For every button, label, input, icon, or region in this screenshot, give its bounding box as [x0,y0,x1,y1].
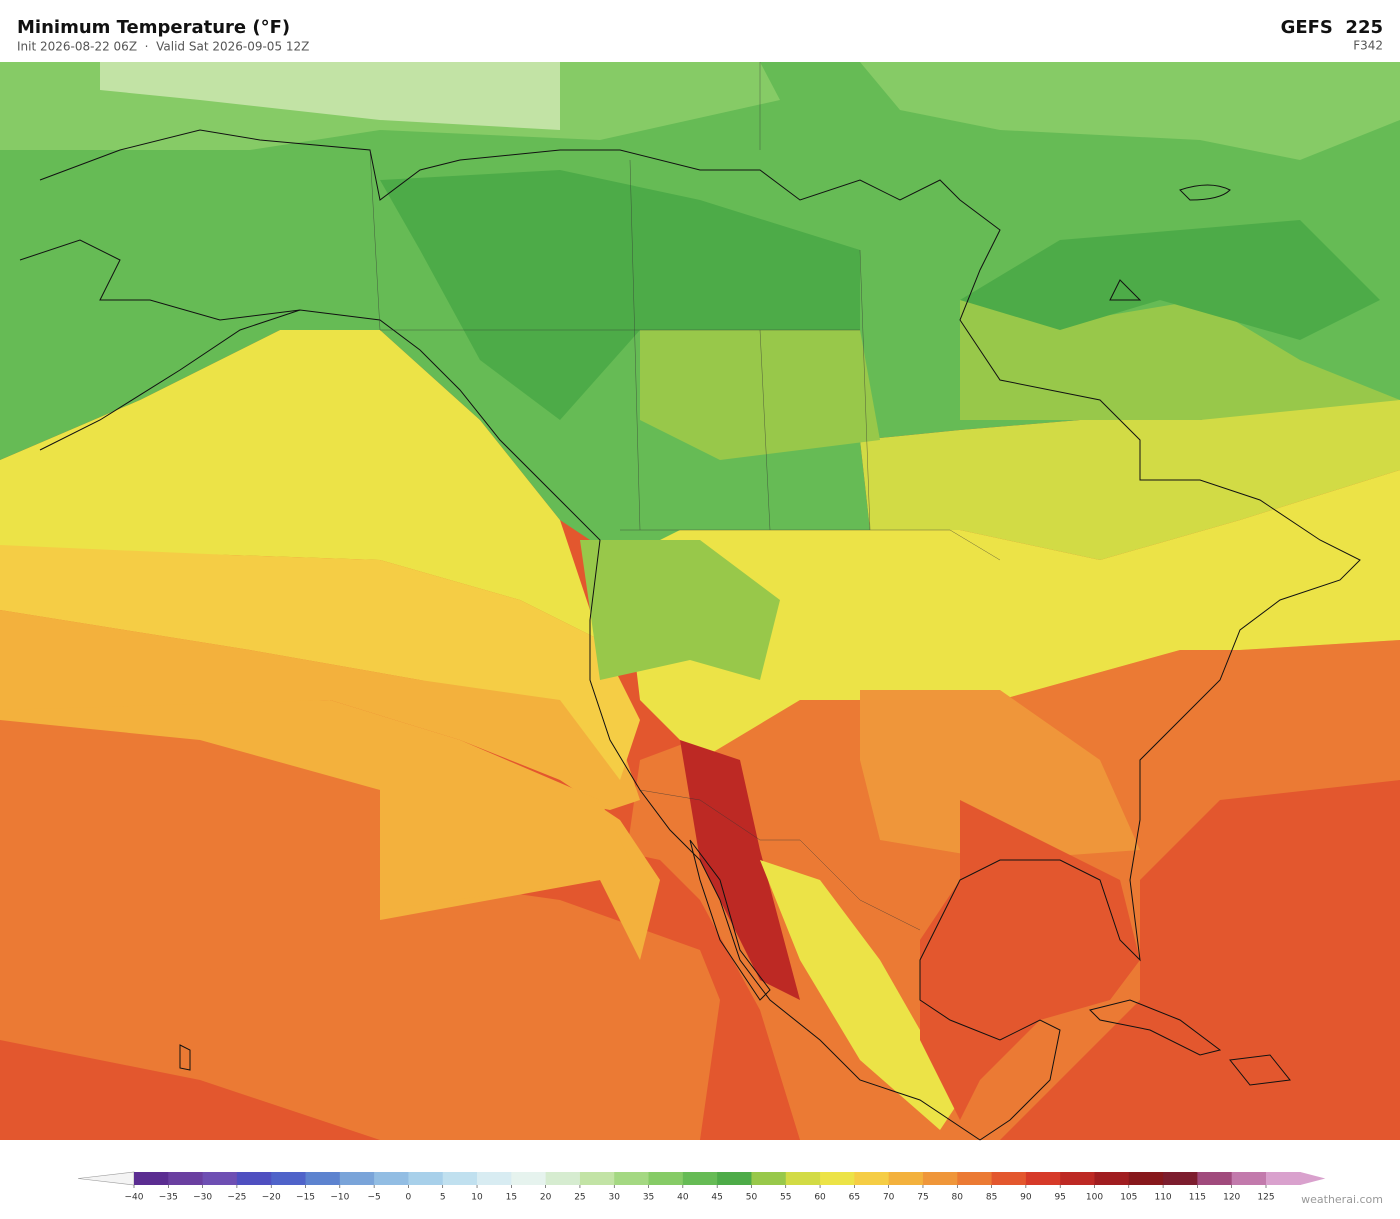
colorbar-bin [1197,1172,1233,1185]
colorbar-tick-label: 45 [711,1193,722,1203]
colorbar-bin [408,1172,444,1185]
colorbar-bin [134,1172,169,1185]
colorbar-bin [785,1172,821,1185]
field-zone [860,400,1400,560]
colorbar-tick-label: 80 [952,1193,964,1203]
colorbar-tick-label: −5 [367,1193,380,1203]
colorbar-tick-label: 110 [1154,1193,1171,1203]
watermark: weatherai.com [1301,1193,1383,1206]
colorbar-bin [717,1172,752,1185]
colorbar-tick-label: 85 [986,1193,997,1203]
colorbar-tick-label: −10 [330,1193,349,1203]
field-zone [380,170,860,420]
colorbar-bin [1060,1172,1095,1185]
field-zone [0,700,640,910]
colorbar-bin [1163,1172,1198,1185]
field-zone [760,860,960,1130]
colorbar-bin [236,1172,272,1185]
colorbar-bin [339,1172,375,1185]
colorbar-tick-label: 30 [609,1193,621,1203]
colorbar-tick-label: 0 [406,1193,412,1203]
colorbar-tick-label: 55 [780,1193,791,1203]
colorbar-bin [820,1172,855,1185]
colorbar-bin [1266,1172,1301,1185]
colorbar-tick-label: 105 [1120,1193,1137,1203]
field-zone [0,330,600,640]
field-zone [860,690,1140,860]
field-zone [960,220,1380,340]
colorbar-bin [614,1172,650,1185]
colorbar-bin [751,1172,787,1185]
colorbar-tick-label: 75 [917,1193,928,1203]
colorbar-bin [1128,1172,1164,1185]
field-zone [100,62,560,130]
colorbar-tick-label: 5 [440,1193,446,1203]
colorbar-tick-label: 65 [849,1193,860,1203]
colorbar-bin [922,1172,958,1185]
colorbar-tick-label: 25 [574,1193,585,1203]
colorbar-tick-label: 10 [471,1193,483,1203]
borders [369,62,1001,931]
colorbar-tick-label: −35 [159,1193,178,1203]
colorbar-bin [1231,1172,1267,1185]
field-zone [640,330,880,460]
colorbar-bin [854,1172,890,1185]
colorbar-tick-label: 125 [1257,1193,1274,1203]
colorbar-tick-label: −15 [296,1193,315,1203]
colorbar-tick-label: −30 [193,1193,212,1203]
colorbar-tick-label: 60 [814,1193,826,1203]
colorbar-bin [682,1172,718,1185]
model: GEFS 225 [1281,17,1383,38]
colorbar-tick-label: 50 [746,1193,758,1203]
colorbar-bin [511,1172,547,1185]
field-zone [920,800,1140,1120]
colorbar-bin [888,1172,924,1185]
colorbar: −40 −35 −30 −25 −20 −15 −10 −5 0 5 10 15 20 25 30 35 40 4… [77,1171,1326,1203]
colorbar-bin [168,1172,204,1185]
colorbar-bin [305,1172,341,1185]
colorbar-extend [77,1171,135,1186]
field-zone [620,470,1400,760]
colorbar-tick-label: 90 [1020,1193,1032,1203]
colorbar-tick-label: 40 [677,1193,689,1203]
colorbar-bin [579,1172,615,1185]
colorbar-bin [545,1172,581,1185]
field-zone [960,300,1400,420]
colorbar-tick-label: 15 [506,1193,517,1203]
coastlines [19,129,1361,1141]
colorbar-tick-label: 70 [883,1193,895,1203]
colorbar-bin [442,1172,478,1185]
colorbar-bin [1025,1172,1061,1185]
field-zone [0,540,640,780]
colorbar-bin [1094,1172,1130,1185]
colorbar-tick-label: −25 [227,1193,246,1203]
colorbar-tick-label: 35 [643,1193,654,1203]
colorbar-bin [374,1172,409,1185]
colorbar-tick-label: −20 [262,1193,281,1203]
colorbar-tick-label: 120 [1223,1193,1240,1203]
title: Minimum Temperature (°F) [17,17,290,38]
colorbar-tick-label: 20 [540,1193,552,1203]
colorbar-bin [648,1172,684,1185]
colorbar-tick-label: 100 [1086,1193,1103,1203]
field-zone [580,540,780,680]
colorbar-bin [957,1172,993,1185]
colorbar-tick-label: −40 [125,1193,144,1203]
field-zone [680,740,800,1000]
colorbar-tick-label: 95 [1054,1193,1065,1203]
subtitle: Init 2026-08-22 06Z · Valid Sat 2026-09-… [17,40,309,54]
colorbar-extend [1300,1172,1326,1185]
colorbar-bin [991,1172,1027,1185]
colorbar-bin [477,1172,512,1185]
field-zone [860,62,1400,160]
forecast-hour: F342 [1353,39,1383,53]
colorbar-tick-label: 115 [1189,1193,1206,1203]
map [0,62,1400,1141]
colorbar-bin [202,1172,238,1185]
colorbar-bin [271,1172,307,1185]
